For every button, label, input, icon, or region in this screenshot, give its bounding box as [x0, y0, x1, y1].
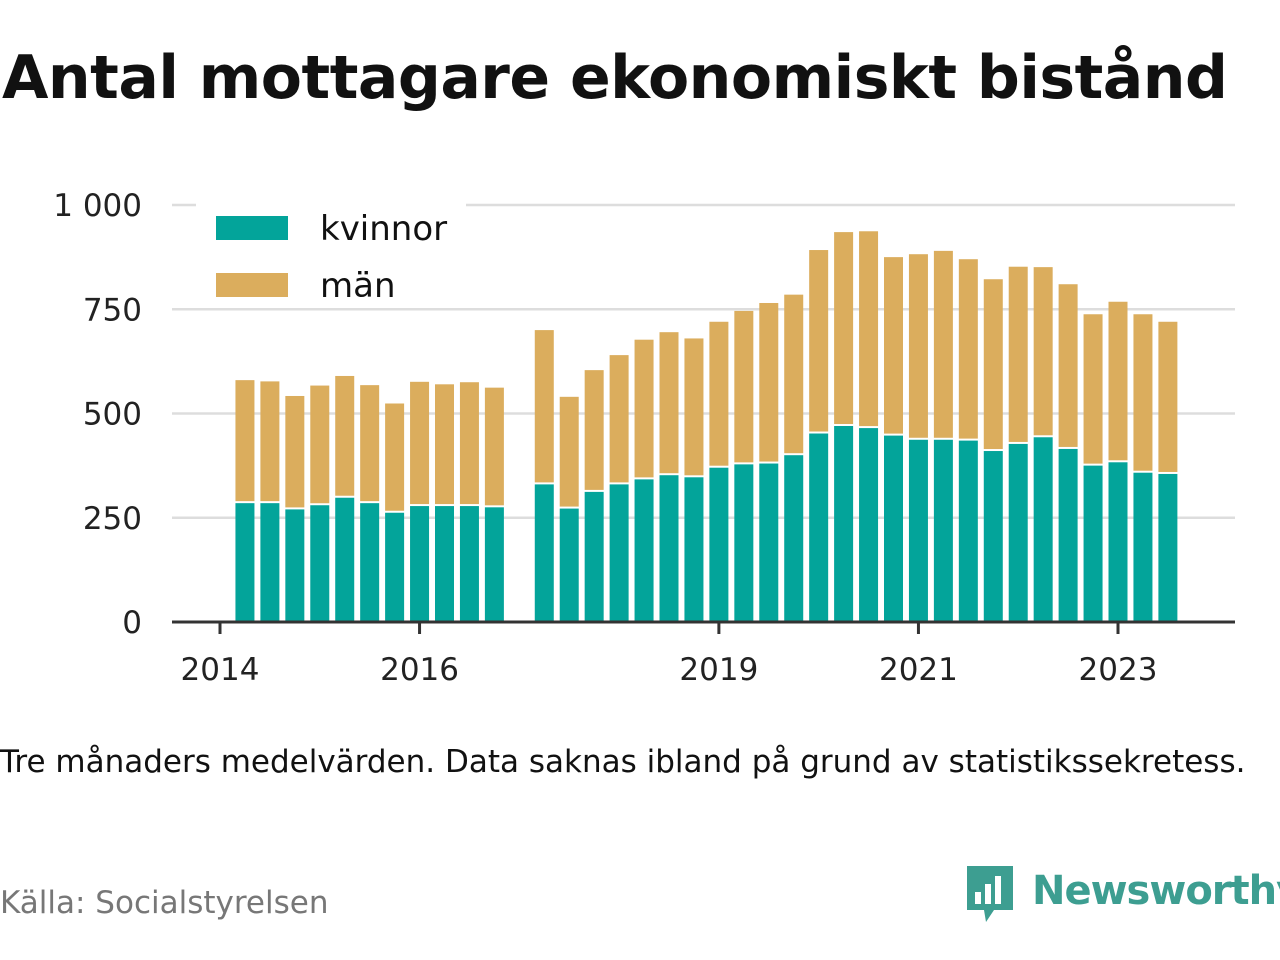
bar-kvinnor: [634, 479, 654, 622]
x-tick-label: 2019: [679, 652, 758, 688]
bar-kvinnor: [285, 509, 305, 622]
x-tick-label: 2016: [380, 652, 459, 688]
bar-kvinnor: [1158, 473, 1178, 622]
bar-kvinnor: [834, 426, 854, 622]
bar-kvinnor: [759, 463, 779, 622]
y-tick-label: 0: [122, 605, 142, 641]
legend-label-man: män: [320, 266, 396, 306]
legend-swatch-kvinnor: [216, 216, 288, 240]
bar-man: [684, 338, 704, 476]
bar-kvinnor: [559, 508, 579, 622]
legend-swatch-man: [216, 273, 288, 297]
bar-man: [235, 380, 255, 502]
bar-kvinnor: [385, 512, 405, 622]
bar-man: [1158, 321, 1178, 472]
bar-man: [933, 250, 953, 438]
bar-man: [1008, 266, 1028, 442]
bar-man: [335, 375, 355, 496]
chart-note: Tre månaders medelvärden. Data saknas ib…: [0, 744, 1246, 780]
bar-man: [435, 384, 454, 505]
bar-kvinnor: [859, 428, 879, 622]
bar-man: [1083, 314, 1103, 464]
y-tick-label: 250: [83, 501, 142, 537]
source-credit: Källa: Socialstyrelsen: [0, 885, 329, 921]
bar-man: [834, 232, 854, 425]
newsworthy-chart-icon: [967, 866, 1013, 922]
y-tick-label: 1 000: [53, 188, 142, 224]
bar-kvinnor: [584, 491, 604, 622]
bar-man: [534, 330, 554, 483]
bar-kvinnor: [1083, 465, 1103, 622]
legend: kvinnor män: [196, 198, 466, 306]
bar-man: [958, 259, 978, 439]
bar-kvinnor: [884, 435, 903, 622]
bar-man: [908, 254, 928, 438]
bar-kvinnor: [534, 484, 554, 622]
bar-man: [584, 370, 604, 490]
bar-man: [634, 339, 654, 478]
bar-man: [983, 279, 1003, 450]
bar-man: [759, 302, 779, 462]
bar-kvinnor: [908, 439, 928, 622]
bar-kvinnor: [335, 497, 355, 622]
bar-kvinnor: [1133, 472, 1153, 622]
bar-man: [285, 395, 305, 508]
bar-man: [484, 387, 504, 506]
bar-kvinnor: [484, 507, 504, 622]
x-axis: 2014 2016 2019 2021 2023: [172, 620, 1235, 688]
bar-man: [859, 231, 879, 427]
y-tick-label: 500: [83, 397, 142, 433]
bar-man: [385, 403, 405, 511]
bar-kvinnor: [310, 505, 330, 622]
bar-kvinnor: [609, 484, 629, 622]
x-tick-label: 2021: [879, 652, 958, 688]
bar-kvinnor: [260, 503, 280, 622]
bar-man: [1133, 314, 1153, 471]
bar-kvinnor: [1108, 462, 1128, 622]
bar-kvinnor: [933, 439, 953, 622]
bar-man: [360, 385, 380, 502]
bar-kvinnor: [709, 467, 729, 622]
legend-label-kvinnor: kvinnor: [320, 209, 447, 249]
bar-man: [1108, 301, 1128, 461]
y-axis-labels: 0 250 500 750 1 000: [53, 188, 142, 641]
logo-text: Newsworthy: [1032, 868, 1280, 914]
bar-kvinnor: [784, 455, 804, 622]
bar-kvinnor: [1008, 443, 1028, 622]
bar-kvinnor: [360, 503, 380, 622]
bar-man: [659, 332, 679, 474]
bar-man: [260, 381, 280, 502]
x-tick-label: 2014: [181, 652, 260, 688]
bar-man: [310, 385, 330, 504]
bar-kvinnor: [958, 440, 978, 622]
bar-man: [884, 257, 903, 434]
bar-kvinnor: [983, 451, 1003, 622]
bar-kvinnor: [659, 475, 679, 622]
bar-man: [559, 396, 579, 507]
newsworthy-logo: Newsworthy: [964, 864, 1280, 928]
bar-kvinnor: [410, 506, 430, 622]
bar-man: [809, 250, 829, 432]
bar-kvinnor: [684, 477, 704, 622]
bars: [235, 231, 1178, 622]
bar-man: [734, 310, 754, 463]
bar-kvinnor: [1033, 437, 1053, 622]
bar-man: [1033, 267, 1053, 436]
bar-man: [784, 294, 804, 454]
bar-man: [459, 382, 479, 505]
chart: 0 250 500 750 1 000 kvinnor män 2014 2016 2019…: [53, 188, 1235, 688]
bar-kvinnor: [435, 506, 454, 622]
bar-kvinnor: [235, 503, 255, 622]
y-tick-label: 750: [83, 292, 142, 328]
bar-man: [1058, 284, 1078, 447]
bar-kvinnor: [459, 506, 479, 622]
bar-kvinnor: [734, 464, 754, 622]
bar-man: [410, 381, 430, 505]
bar-man: [709, 321, 729, 466]
chart-title: Antal mottagare ekonomiskt bistånd: [2, 43, 1228, 113]
x-tick-label: 2023: [1079, 652, 1158, 688]
bar-kvinnor: [809, 433, 829, 622]
bar-man: [609, 355, 629, 483]
bar-kvinnor: [1058, 448, 1078, 622]
